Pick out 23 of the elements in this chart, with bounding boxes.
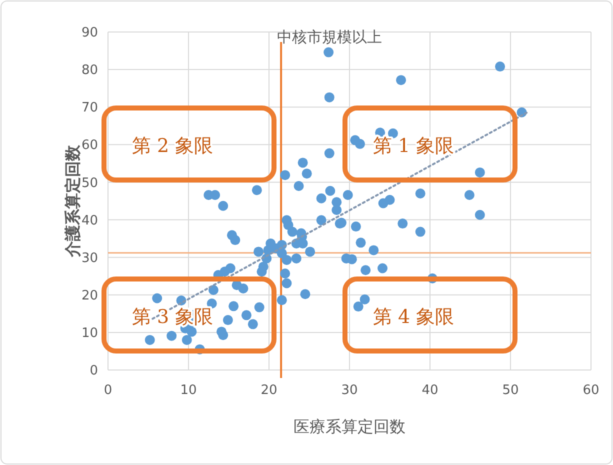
y-tick-label: 30 xyxy=(81,250,98,266)
y-tick-label: 10 xyxy=(81,326,98,341)
x-tick-label: 60 xyxy=(582,383,600,398)
x-tick-label: 30 xyxy=(341,383,358,398)
y-tick-label: 0 xyxy=(90,364,98,379)
y-tick-label: 90 xyxy=(81,26,98,41)
annotation: 第 1 象限 xyxy=(373,135,454,157)
x-tick-label: 50 xyxy=(502,383,519,398)
x-tick-label: 10 xyxy=(180,383,197,398)
y-tick-label: 60 xyxy=(81,138,98,154)
annotation: 第 2 象限 xyxy=(132,135,214,157)
annotation: 第 4 象限 xyxy=(373,306,454,328)
x-tick-label: 20 xyxy=(260,383,278,398)
y-tick-label: 20 xyxy=(81,288,98,304)
y-tick-label: 80 xyxy=(81,63,98,78)
y-tick-label: 50 xyxy=(81,176,98,191)
chart-title: 中核市規模以上 xyxy=(277,28,382,46)
x-axis-title: 医療系算定回数 xyxy=(294,417,406,436)
x-tick-label: 0 xyxy=(104,383,112,398)
y-tick-label: 70 xyxy=(81,100,98,116)
y-tick-label: 40 xyxy=(81,213,98,228)
x-tick-label: 40 xyxy=(422,383,438,398)
y-axis-title: 介護系算定回数 xyxy=(63,144,82,258)
